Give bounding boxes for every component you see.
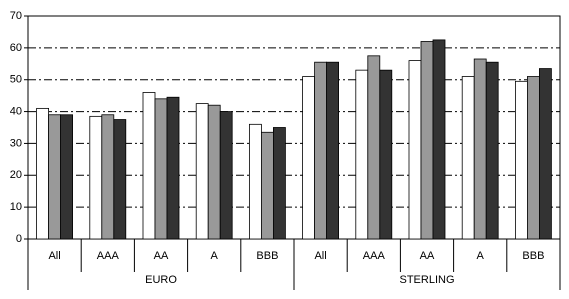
bar bbox=[432, 39, 446, 240]
y-tick-label: 20 bbox=[10, 169, 22, 181]
bar bbox=[89, 115, 103, 240]
bar bbox=[60, 114, 73, 240]
y-tick-label: 30 bbox=[10, 137, 22, 149]
group-label: EURO bbox=[145, 274, 177, 286]
bar bbox=[48, 114, 61, 240]
bar bbox=[248, 123, 262, 240]
bar bbox=[326, 61, 340, 240]
bar bbox=[408, 60, 422, 240]
bar bbox=[379, 69, 393, 240]
bar bbox=[166, 96, 180, 240]
bar bbox=[367, 55, 381, 240]
x-tick-label: BBB bbox=[256, 250, 278, 262]
group-label: STERLING bbox=[399, 274, 454, 286]
bar bbox=[36, 107, 49, 240]
bar bbox=[219, 111, 233, 240]
y-tick-label: 70 bbox=[10, 10, 22, 22]
bar bbox=[302, 76, 316, 240]
x-tick-label: All bbox=[314, 250, 326, 262]
bar bbox=[207, 104, 221, 240]
bar bbox=[142, 92, 156, 240]
y-tick-label: 40 bbox=[10, 105, 22, 117]
bar bbox=[527, 76, 540, 240]
x-tick-label: All bbox=[48, 250, 60, 262]
x-tick-label: A bbox=[211, 250, 219, 262]
bar bbox=[539, 68, 552, 240]
y-tick-label: 0 bbox=[16, 233, 22, 245]
bar bbox=[101, 114, 115, 240]
x-tick-label: AA bbox=[420, 250, 435, 262]
bar bbox=[355, 69, 369, 240]
bar bbox=[473, 58, 487, 240]
bar bbox=[195, 103, 209, 240]
x-tick-label: A bbox=[477, 250, 485, 262]
bar bbox=[154, 98, 168, 240]
bar bbox=[260, 131, 274, 240]
x-tick-label: AAA bbox=[97, 250, 120, 262]
bar bbox=[113, 119, 127, 240]
bar bbox=[420, 41, 434, 240]
x-tick-label: AAA bbox=[363, 250, 386, 262]
bar bbox=[461, 76, 475, 240]
y-tick-label: 60 bbox=[10, 42, 22, 54]
y-tick-label: 10 bbox=[10, 201, 22, 213]
bar bbox=[515, 80, 528, 240]
x-tick-label: BBB bbox=[522, 250, 544, 262]
bar bbox=[314, 61, 328, 240]
bar bbox=[272, 127, 286, 240]
bar bbox=[485, 61, 499, 240]
x-tick-label: AA bbox=[154, 250, 169, 262]
y-tick-label: 50 bbox=[10, 74, 22, 86]
